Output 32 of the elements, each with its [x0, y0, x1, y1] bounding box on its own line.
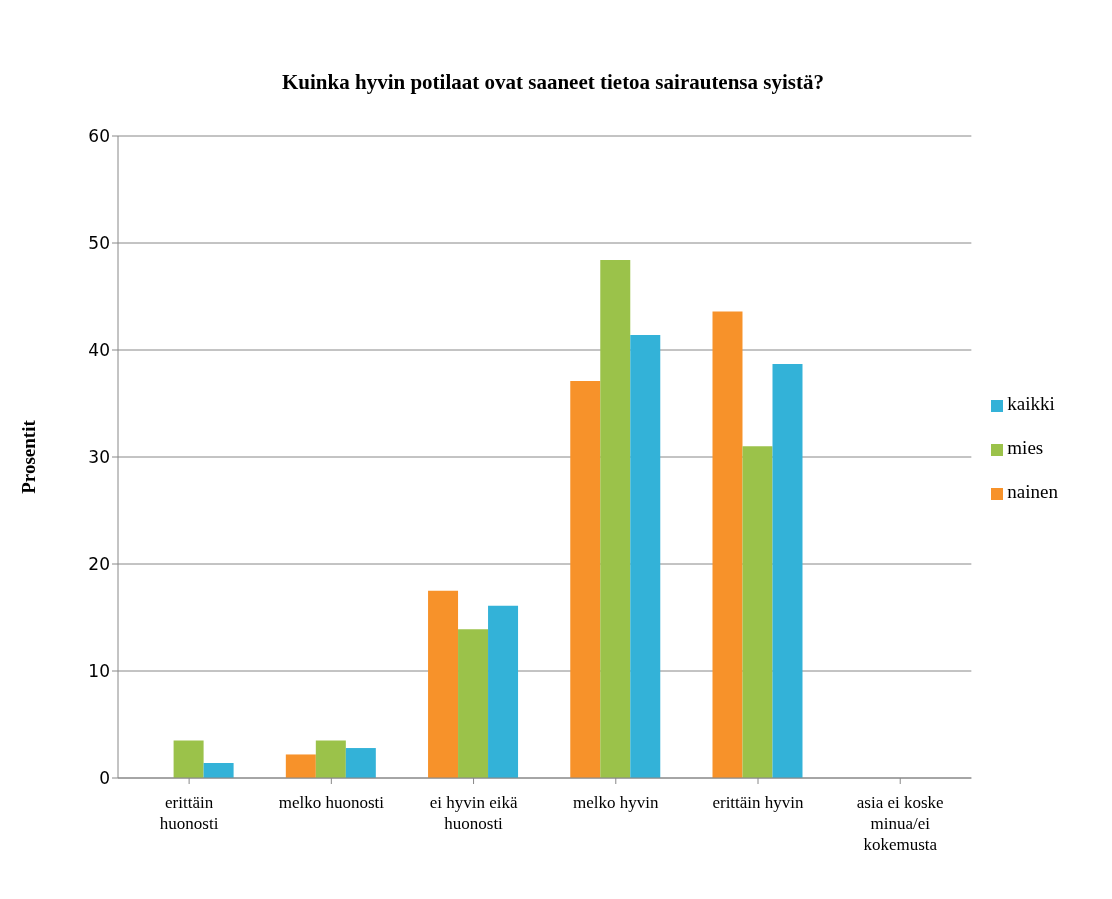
legend-label: nainen [1007, 481, 1058, 502]
bar [712, 311, 743, 778]
y-tick-label: 50 [88, 233, 110, 254]
legend-label: kaikki [1007, 393, 1055, 414]
bar [742, 446, 773, 778]
chart-title: Kuinka hyvin potilaat ovat saaneet tietoa sairautensa syistä? [281, 70, 825, 95]
bar [772, 363, 803, 778]
y-tick-label: 40 [88, 340, 110, 361]
y-tick-label: 10 [88, 661, 110, 682]
bar [570, 381, 601, 778]
bar [600, 260, 631, 778]
y-axis-title: Prosentit [17, 419, 39, 494]
bar [345, 748, 376, 778]
bar [203, 763, 234, 778]
x-tick-label: ei hyvin eikä huonosti [429, 793, 518, 833]
bar [630, 335, 661, 778]
bar [458, 629, 489, 778]
y-tick-label: 30 [88, 447, 110, 468]
bar [488, 605, 519, 778]
bar [173, 740, 204, 778]
legend-label: mies [1007, 437, 1044, 458]
y-tick-label: 20 [88, 554, 110, 575]
x-tick-label: melko hyvin [573, 793, 660, 812]
x-tick-label: melko huonosti [278, 793, 385, 812]
x-tick-label: erittäin hyvin [712, 793, 805, 812]
x-tick-label: erittäin huonosti [159, 793, 219, 833]
x-tick-label: asia ei koske minua/ei kokemusta [856, 793, 944, 854]
y-tick-label: 0 [99, 768, 110, 789]
y-tick-label: 60 [88, 126, 110, 147]
bar [285, 754, 316, 778]
bar [428, 590, 459, 778]
bar [315, 740, 346, 778]
